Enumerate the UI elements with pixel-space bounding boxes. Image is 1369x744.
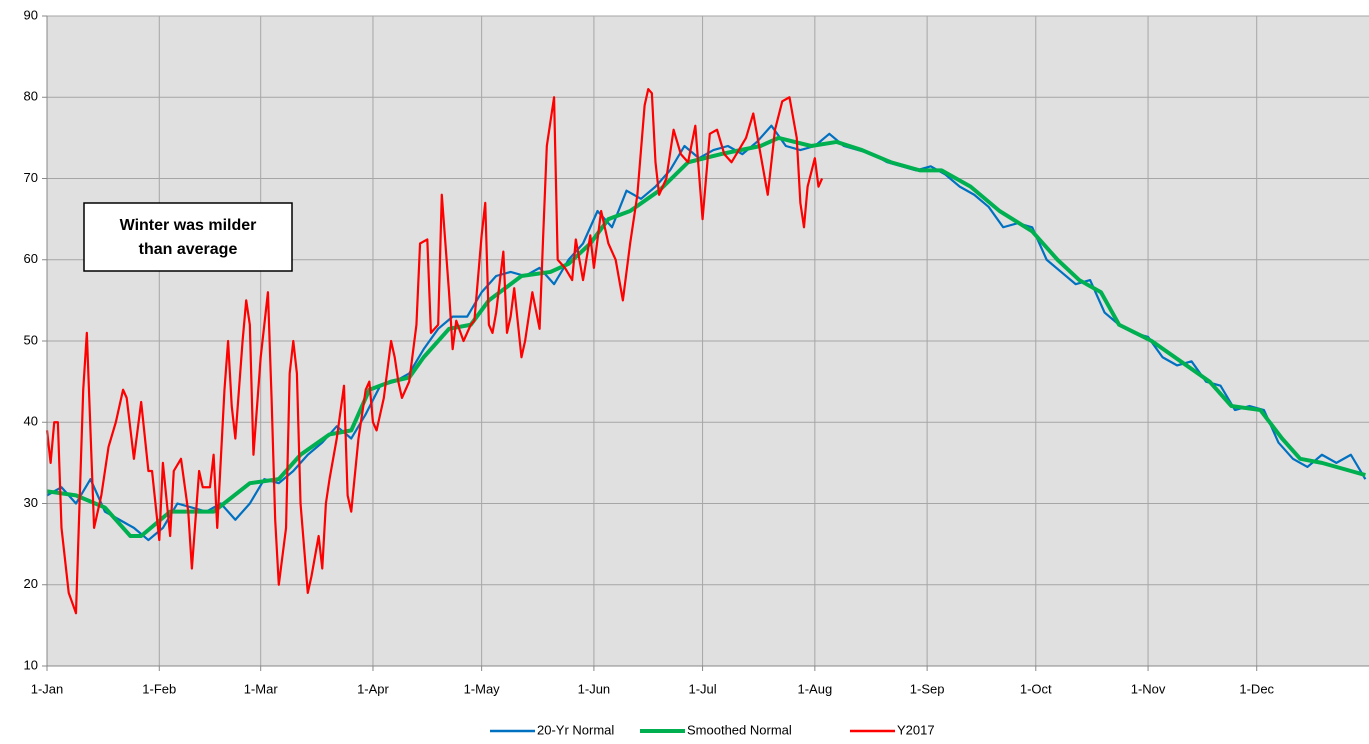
y-tick-label: 60 bbox=[24, 251, 38, 266]
legend-label: Smoothed Normal bbox=[687, 722, 792, 737]
annotation-box bbox=[83, 202, 293, 272]
x-tick-label: 1-Sep bbox=[910, 681, 945, 696]
x-tick-label: 1-Aug bbox=[797, 681, 832, 696]
annotation: than average bbox=[139, 241, 238, 258]
lines bbox=[45, 88, 1367, 615]
y-tick-label: 70 bbox=[24, 170, 38, 185]
x-tick-label: 1-Jan bbox=[31, 681, 64, 696]
annotation: Winter was milder bbox=[120, 217, 257, 234]
y-tick-label: 30 bbox=[24, 495, 38, 510]
x-tick-label: 1-Jun bbox=[578, 681, 611, 696]
x-tick-label: 1-Jul bbox=[688, 681, 716, 696]
y-tick-label: 10 bbox=[24, 657, 38, 672]
legend-label: 20-Yr Normal bbox=[537, 722, 614, 737]
y-tick-label: 90 bbox=[24, 7, 38, 22]
x-tick-label: 1-May bbox=[464, 681, 501, 696]
y-tick-label: 80 bbox=[24, 89, 38, 104]
x-tick-label: 1-Feb bbox=[142, 681, 176, 696]
x-tick-label: 1-Apr bbox=[357, 681, 389, 696]
y-tick-label: 20 bbox=[24, 576, 38, 591]
series-line bbox=[45, 88, 824, 615]
y-tick-label: 50 bbox=[24, 332, 38, 347]
x-tick-label: 1-Oct bbox=[1020, 681, 1052, 696]
legend-label: Y2017 bbox=[897, 722, 935, 737]
x-tick-label: 1-Dec bbox=[1239, 681, 1274, 696]
x-tick-label: 1-Nov bbox=[1131, 681, 1166, 696]
y-tick-label: 40 bbox=[24, 414, 38, 429]
x-tick-label: 1-Mar bbox=[244, 681, 279, 696]
